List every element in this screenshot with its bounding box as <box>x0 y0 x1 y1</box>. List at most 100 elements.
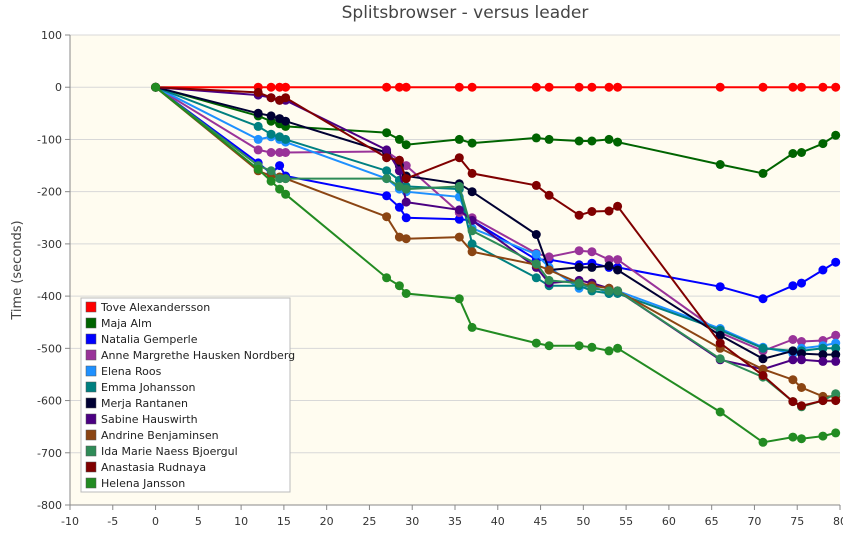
data-point <box>401 184 411 194</box>
x-tick-label: 0 <box>152 515 159 528</box>
data-point <box>818 139 828 149</box>
x-tick-label: 50 <box>576 515 590 528</box>
data-point <box>604 82 614 92</box>
data-point <box>454 294 464 304</box>
data-point <box>281 82 291 92</box>
y-tick-label: -600 <box>37 395 62 408</box>
chart-title: Splitsbrowser - versus leader <box>342 3 589 23</box>
data-point <box>797 434 806 444</box>
data-point <box>758 294 768 304</box>
data-point <box>797 349 806 359</box>
data-point <box>281 134 291 144</box>
y-tick-label: -100 <box>37 133 62 146</box>
axes: 1000-100-200-300-400-500-600-700-800-10-… <box>37 29 843 528</box>
data-point <box>266 129 276 139</box>
data-point <box>818 356 828 366</box>
data-point <box>544 190 554 200</box>
data-point <box>604 206 614 216</box>
data-point <box>613 343 623 353</box>
data-point <box>788 432 798 442</box>
data-point <box>715 82 725 92</box>
data-point <box>281 93 291 103</box>
data-point <box>467 322 477 332</box>
x-tick-label: 60 <box>662 515 676 528</box>
x-tick-label: 5 <box>195 515 202 528</box>
x-tick-label: 25 <box>362 515 376 528</box>
data-point <box>758 437 768 447</box>
data-point <box>613 201 623 211</box>
data-point <box>831 428 841 438</box>
data-point <box>831 257 841 267</box>
data-point <box>587 136 597 146</box>
data-point <box>574 136 584 146</box>
y-tick-label: -800 <box>37 499 62 512</box>
series-5 <box>151 82 841 356</box>
data-point <box>715 330 725 340</box>
data-point <box>401 197 411 207</box>
data-point <box>151 82 161 92</box>
data-point <box>253 121 263 131</box>
data-point <box>401 234 411 244</box>
data-point <box>587 262 597 272</box>
data-point <box>253 145 263 155</box>
data-point <box>758 82 768 92</box>
data-point <box>604 346 614 356</box>
data-point <box>454 153 464 163</box>
data-point <box>788 346 798 356</box>
y-tick-label: -500 <box>37 342 62 355</box>
x-tick-label: 70 <box>747 515 761 528</box>
x-tick-label: 45 <box>534 515 548 528</box>
data-point <box>818 82 828 92</box>
series-1 <box>151 82 841 178</box>
data-point <box>544 265 554 275</box>
data-point <box>401 140 411 150</box>
data-point <box>613 82 623 92</box>
data-point <box>467 239 477 249</box>
data-point <box>818 350 828 360</box>
data-point <box>587 342 597 352</box>
legend-label: Sabine Hauswirth <box>101 413 198 426</box>
legend-label: Anne Margrethe Hausken Nordberg <box>101 349 295 362</box>
data-point <box>831 389 841 399</box>
data-point <box>253 134 263 144</box>
data-point <box>544 275 554 285</box>
data-point <box>382 82 392 92</box>
data-point <box>454 82 464 92</box>
data-point <box>382 128 392 138</box>
data-point <box>715 160 725 169</box>
x-tick-label: -10 <box>61 515 79 528</box>
x-tick-label: 15 <box>277 515 291 528</box>
data-point <box>394 181 404 191</box>
data-point <box>382 145 392 155</box>
data-point <box>467 168 477 178</box>
data-point <box>454 205 464 215</box>
data-point <box>281 148 291 157</box>
data-point <box>797 355 806 365</box>
y-tick-label: 0 <box>55 81 62 94</box>
data-point <box>613 255 623 265</box>
data-point <box>613 137 623 147</box>
data-point <box>604 134 614 144</box>
data-point <box>574 246 584 256</box>
data-point <box>797 82 806 92</box>
y-tick-label: 100 <box>41 29 62 42</box>
x-tick-label: 10 <box>234 515 248 528</box>
data-point <box>531 180 541 190</box>
data-point <box>758 168 768 178</box>
data-point <box>266 176 276 186</box>
data-point <box>467 226 477 236</box>
data-point <box>574 278 584 288</box>
data-point <box>544 341 554 351</box>
x-tick-label: 20 <box>320 515 334 528</box>
data-point <box>394 155 404 165</box>
data-point <box>266 111 276 121</box>
data-point <box>454 214 464 224</box>
y-tick-label: -200 <box>37 186 62 199</box>
data-point <box>266 166 276 176</box>
data-point <box>758 343 768 353</box>
data-point <box>788 375 798 385</box>
data-point <box>394 232 404 242</box>
data-point <box>531 82 541 92</box>
legend-swatch <box>85 365 97 377</box>
